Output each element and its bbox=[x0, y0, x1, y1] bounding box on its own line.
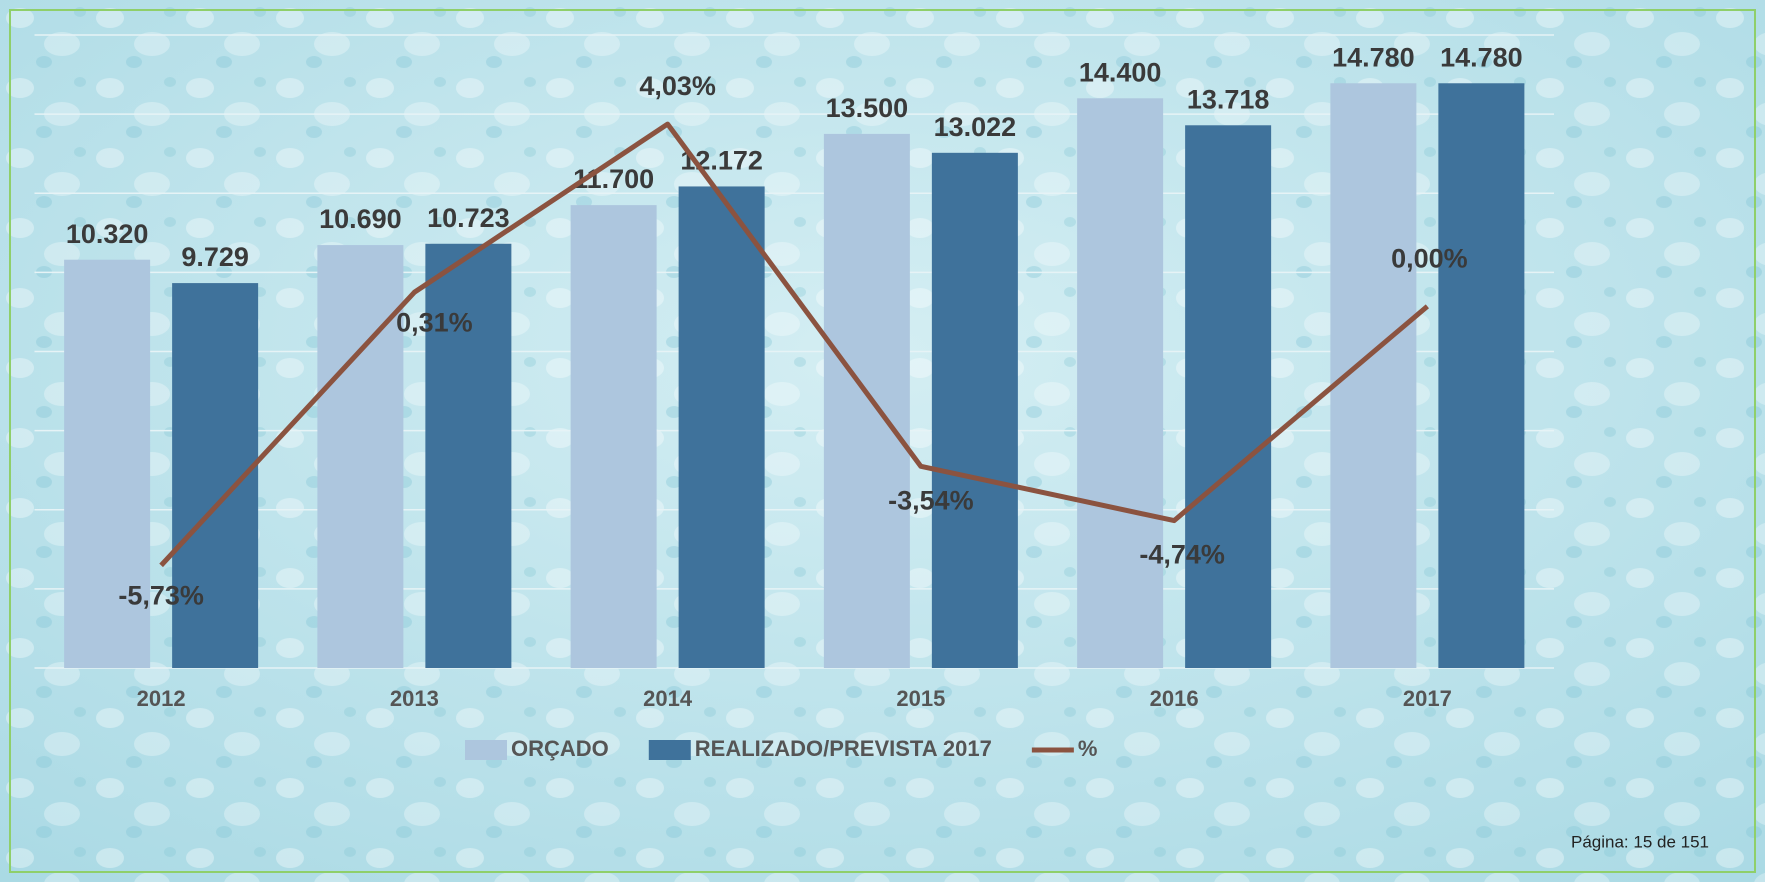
line-data-label: -5,73% bbox=[118, 580, 204, 610]
line-data-label: 0,31% bbox=[396, 307, 473, 337]
data-label: 13.500 bbox=[826, 93, 909, 123]
x-tick-label: 2015 bbox=[896, 686, 945, 711]
line-data-label: -3,54% bbox=[888, 485, 974, 515]
bar bbox=[1438, 83, 1525, 669]
bar bbox=[1077, 98, 1164, 669]
bar bbox=[570, 205, 657, 668]
legend-label: ORÇADO bbox=[511, 736, 609, 761]
x-tick-label: 2013 bbox=[390, 686, 439, 711]
x-tick-label: 2017 bbox=[1403, 686, 1452, 711]
line-data-label: 0,00% bbox=[1391, 243, 1468, 273]
data-label: 9.729 bbox=[181, 242, 249, 272]
data-label: 13.022 bbox=[934, 112, 1017, 142]
bar bbox=[678, 186, 765, 668]
bar bbox=[425, 243, 512, 669]
bar bbox=[1185, 125, 1272, 669]
data-label: 14.780 bbox=[1440, 42, 1523, 72]
page-footer: Página: 15 de 151 bbox=[1571, 832, 1709, 851]
data-label: 10.723 bbox=[427, 203, 510, 233]
data-label: 10.690 bbox=[319, 204, 402, 234]
line bbox=[159, 121, 1429, 568]
line-data-label: 4,03% bbox=[639, 71, 716, 101]
data-label: 10.320 bbox=[66, 219, 149, 249]
x-tick-label: 2014 bbox=[643, 686, 693, 711]
data-label: 14.780 bbox=[1332, 42, 1415, 72]
bar bbox=[931, 152, 1018, 668]
legend-swatch bbox=[648, 740, 691, 760]
bar bbox=[823, 133, 910, 668]
border bbox=[9, 9, 1756, 873]
x-tick-label: 2012 bbox=[137, 686, 186, 711]
data-label: 14.400 bbox=[1079, 57, 1162, 87]
legend-label: % bbox=[1078, 736, 1098, 761]
legend-swatch bbox=[465, 740, 507, 760]
legend-label: REALIZADO/PREVISTA 2017 bbox=[695, 736, 992, 761]
data-label: 13.718 bbox=[1187, 84, 1270, 114]
x-tick-label: 2016 bbox=[1150, 686, 1199, 711]
bar bbox=[64, 259, 151, 668]
bar bbox=[317, 245, 404, 668]
line-data-label: -4,74% bbox=[1139, 540, 1225, 570]
